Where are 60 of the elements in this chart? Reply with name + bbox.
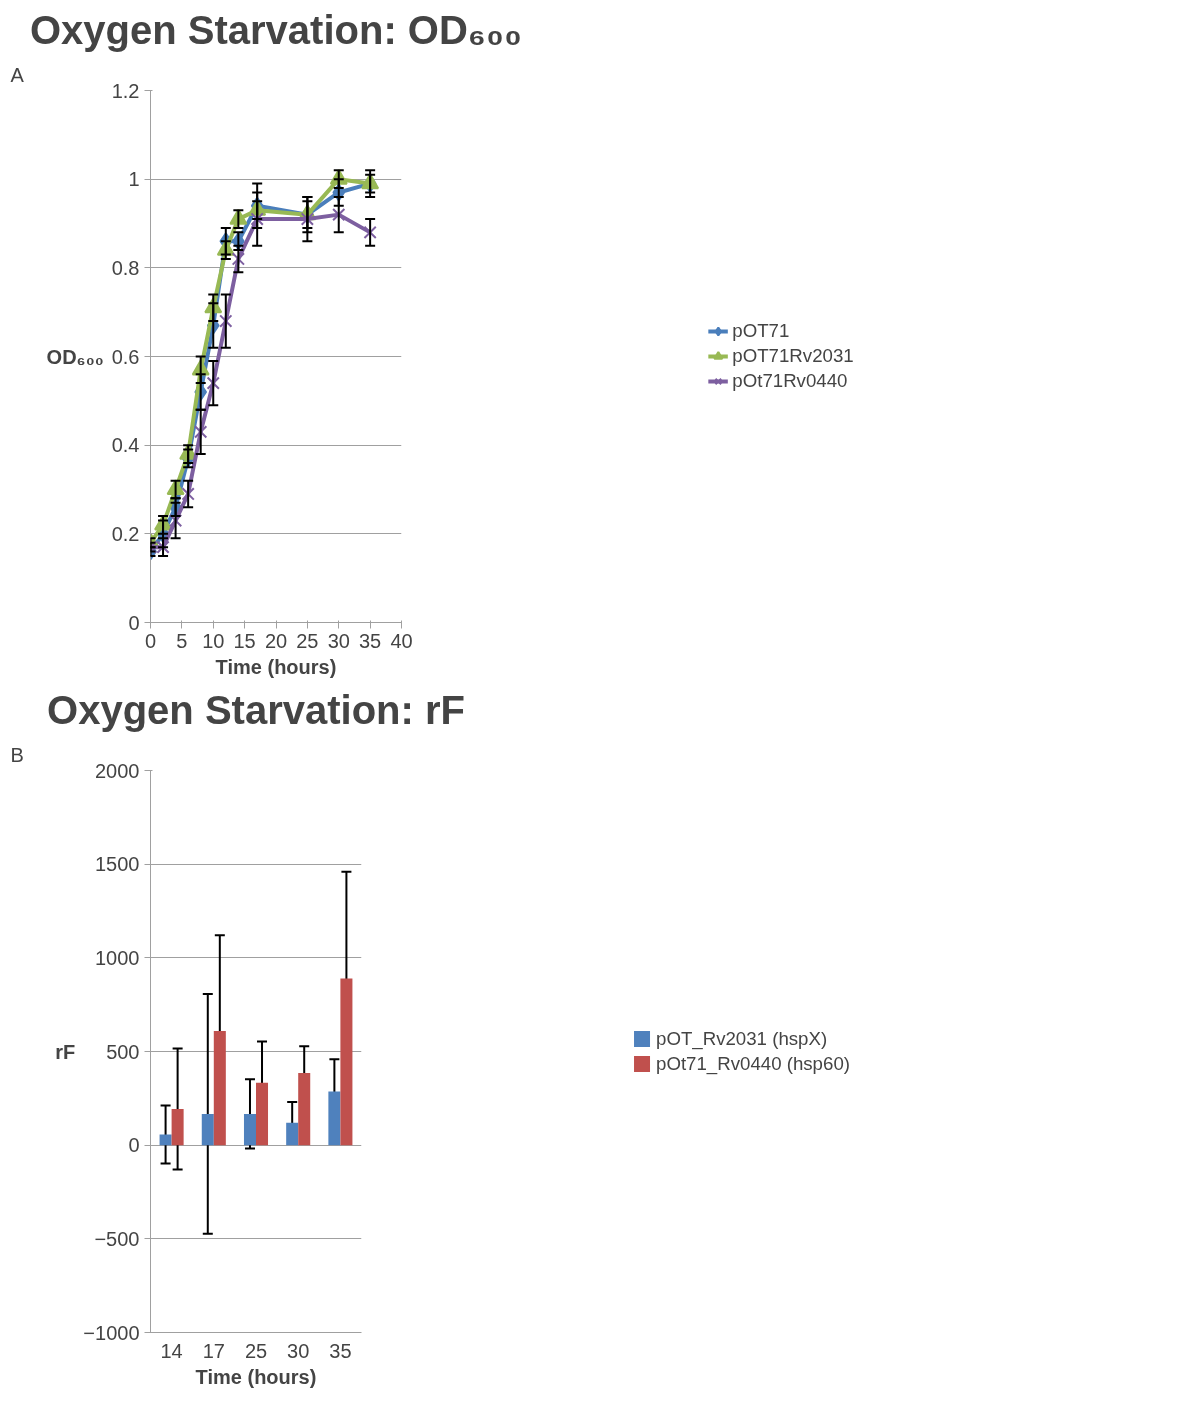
x-tick-label: 14 [160, 1339, 183, 1362]
chart-title: Oxygen Starvation: OD₆₀₀ [29, 7, 523, 52]
point [219, 314, 233, 328]
y-tick-label: 0 [128, 611, 140, 634]
y-tick-label: 0.6 [111, 345, 140, 368]
point [250, 212, 264, 226]
x-tick-label: 25 [244, 1339, 268, 1362]
x-tick-label: 0 [144, 629, 157, 652]
y-tick-label: 1.2 [111, 79, 140, 102]
bar [159, 1134, 172, 1146]
point [300, 212, 315, 226]
x-tick-label: 40 [390, 629, 413, 652]
y-tick-label: 500 [106, 1040, 140, 1063]
x-tick-label: 10 [202, 629, 225, 652]
point [363, 225, 377, 240]
legend-label: pOt71_Rv0440 (hsp60) [656, 1052, 850, 1075]
y-tick-label: 1000 [95, 946, 140, 969]
point [206, 376, 220, 390]
bar [213, 1030, 226, 1146]
bar [256, 1082, 269, 1146]
y-tick-label: −1000 [83, 1321, 140, 1344]
y-tick-label: 1 [128, 168, 140, 191]
point [181, 487, 195, 501]
y-tick-label: 2000 [95, 759, 140, 782]
text: A [10, 63, 25, 86]
point [231, 252, 246, 266]
bar [340, 978, 353, 1146]
x-tick-label: 35 [359, 629, 382, 652]
bar [328, 1091, 341, 1146]
x-tick-label: 5 [176, 629, 188, 652]
x-tick-label: 17 [202, 1339, 225, 1362]
x-axis-title: Time (hours) [215, 655, 337, 678]
x-tick-label: 35 [329, 1339, 352, 1362]
x-tick-label: 20 [264, 629, 288, 652]
point [194, 425, 208, 439]
y-tick-label: −500 [94, 1227, 140, 1250]
point [332, 207, 346, 222]
y-tick-label: 0.8 [111, 256, 140, 279]
bar [243, 1113, 256, 1146]
bar [171, 1109, 184, 1146]
y-axis-title: OD₆₀₀ [46, 345, 104, 368]
x-tick-label: 30 [327, 629, 350, 652]
y-tick-label: 1500 [95, 853, 140, 876]
legend-label: pOt71Rv0440 [732, 370, 848, 392]
x-tick-label: 25 [296, 629, 319, 652]
text: B [10, 743, 24, 766]
legend-label: pOT71Rv2031 [732, 345, 854, 367]
x-tick-label: 15 [233, 629, 256, 652]
x-axis-title: Time (hours) [195, 1365, 317, 1388]
bar [286, 1122, 299, 1146]
y-axis-title: rF [55, 1040, 76, 1063]
y-tick-label: 0.2 [111, 522, 140, 545]
y-tick-label: 0 [128, 1134, 140, 1157]
legend-label: pOT_Rv2031 (hspX) [656, 1027, 828, 1050]
x-tick-label: 30 [287, 1339, 310, 1362]
y-tick-label: 0.4 [111, 434, 140, 457]
bar [298, 1073, 311, 1146]
legend-label: pOT71 [732, 320, 790, 342]
bar [201, 1113, 214, 1146]
chart-title: Oxygen Starvation: rF [47, 687, 465, 732]
